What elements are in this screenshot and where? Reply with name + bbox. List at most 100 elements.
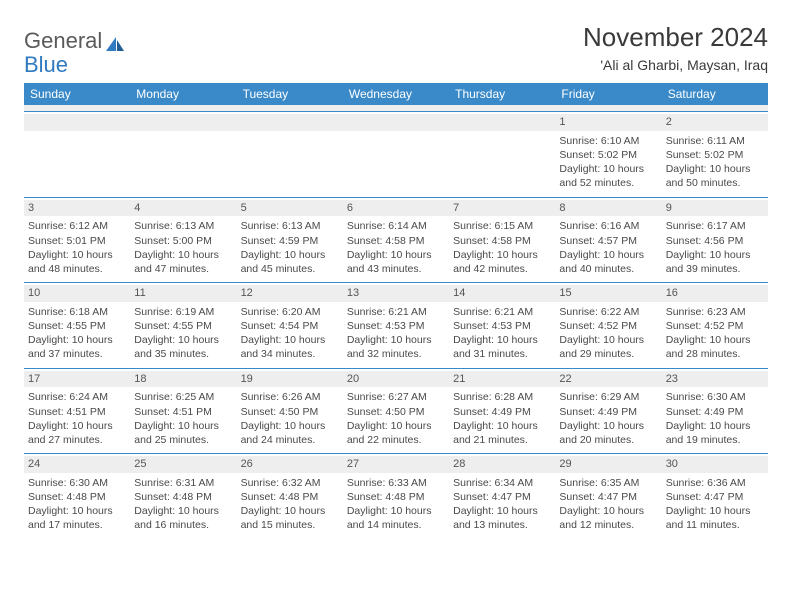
calendar-cell: 23Sunrise: 6:30 AMSunset: 4:49 PMDayligh… [662,369,768,454]
cell-text-line: Daylight: 10 hours [134,248,232,262]
calendar-cell: 9Sunrise: 6:17 AMSunset: 4:56 PMDaylight… [662,198,768,283]
calendar-cell [449,112,555,197]
cell-text-line: Daylight: 10 hours [134,419,232,433]
cell-text-line: Sunrise: 6:16 AM [559,219,657,233]
day-number: 10 [24,285,130,302]
cell-text-line: Sunset: 5:01 PM [28,234,126,248]
cell-text-line: Sunset: 4:47 PM [666,490,764,504]
day-number: 21 [449,371,555,388]
cell-text-line: and 42 minutes. [453,262,551,276]
cell-text-line: Sunset: 5:02 PM [666,148,764,162]
cell-text-line: Sunset: 4:55 PM [28,319,126,333]
day-number: 23 [662,371,768,388]
day-name-header: Friday [555,83,661,105]
cell-text-line: Sunrise: 6:24 AM [28,390,126,404]
calendar-cell: 3Sunrise: 6:12 AMSunset: 5:01 PMDaylight… [24,198,130,283]
calendar-week: 3Sunrise: 6:12 AMSunset: 5:01 PMDaylight… [24,197,768,283]
calendar-cell: 17Sunrise: 6:24 AMSunset: 4:51 PMDayligh… [24,369,130,454]
cell-text-line: Sunset: 4:50 PM [241,405,339,419]
day-number: 16 [662,285,768,302]
calendar-cell: 27Sunrise: 6:33 AMSunset: 4:48 PMDayligh… [343,454,449,539]
calendar-cell: 11Sunrise: 6:19 AMSunset: 4:55 PMDayligh… [130,283,236,368]
day-number: 11 [130,285,236,302]
cell-text-line: and 45 minutes. [241,262,339,276]
cell-text-line: Daylight: 10 hours [241,419,339,433]
cell-text-line: Sunset: 4:50 PM [347,405,445,419]
cell-text-line: and 13 minutes. [453,518,551,532]
cell-text-line: Daylight: 10 hours [559,504,657,518]
cell-text-line: Sunrise: 6:32 AM [241,476,339,490]
calendar-cell: 15Sunrise: 6:22 AMSunset: 4:52 PMDayligh… [555,283,661,368]
cell-text-line: Sunset: 4:52 PM [559,319,657,333]
day-number: 5 [237,200,343,217]
cell-text-line: Sunrise: 6:13 AM [241,219,339,233]
day-number: 2 [662,114,768,131]
title-block: November 2024 'Ali al Gharbi, Maysan, Ir… [583,22,768,73]
cell-text-line: and 40 minutes. [559,262,657,276]
calendar-cell [343,112,449,197]
calendar-cell: 13Sunrise: 6:21 AMSunset: 4:53 PMDayligh… [343,283,449,368]
cell-text-line: Sunset: 4:47 PM [559,490,657,504]
cell-text-line: and 32 minutes. [347,347,445,361]
cell-text-line: Sunset: 4:53 PM [453,319,551,333]
cell-text-line: and 47 minutes. [134,262,232,276]
logo-word-general: General [24,28,102,54]
cell-text-line: Daylight: 10 hours [347,248,445,262]
day-number: 27 [343,456,449,473]
calendar-page: General November 2024 'Ali al Gharbi, Ma… [0,0,792,539]
cell-text-line: and 25 minutes. [134,433,232,447]
cell-text-line: and 16 minutes. [134,518,232,532]
cell-text-line: and 17 minutes. [28,518,126,532]
cell-text-line: Sunrise: 6:17 AM [666,219,764,233]
cell-text-line: Daylight: 10 hours [347,504,445,518]
day-number: 7 [449,200,555,217]
day-name-header: Sunday [24,83,130,105]
day-name-header: Tuesday [237,83,343,105]
cell-text-line: and 22 minutes. [347,433,445,447]
calendar-cell: 28Sunrise: 6:34 AMSunset: 4:47 PMDayligh… [449,454,555,539]
logo-word-blue: Blue [24,52,68,78]
cell-text-line: and 21 minutes. [453,433,551,447]
cell-text-line: Sunset: 4:49 PM [666,405,764,419]
day-number: 12 [237,285,343,302]
cell-text-line: Sunrise: 6:27 AM [347,390,445,404]
cell-text-line: and 50 minutes. [666,176,764,190]
cell-text-line: Daylight: 10 hours [453,248,551,262]
cell-text-line: Sunrise: 6:29 AM [559,390,657,404]
cell-text-line: Daylight: 10 hours [241,248,339,262]
calendar-cell: 18Sunrise: 6:25 AMSunset: 4:51 PMDayligh… [130,369,236,454]
day-name-header: Monday [130,83,236,105]
cell-text-line: and 27 minutes. [28,433,126,447]
calendar-cell: 8Sunrise: 6:16 AMSunset: 4:57 PMDaylight… [555,198,661,283]
day-number: 1 [555,114,661,131]
cell-text-line: Sunset: 4:51 PM [28,405,126,419]
cell-text-line: Sunrise: 6:15 AM [453,219,551,233]
logo-sail-icon [106,33,126,49]
day-number: 4 [130,200,236,217]
month-title: November 2024 [583,22,768,53]
cell-text-line: and 20 minutes. [559,433,657,447]
cell-text-line: Sunrise: 6:19 AM [134,305,232,319]
cell-text-line: Sunrise: 6:21 AM [453,305,551,319]
cell-text-line: Sunrise: 6:28 AM [453,390,551,404]
cell-text-line: Daylight: 10 hours [347,419,445,433]
cell-text-line: Sunrise: 6:34 AM [453,476,551,490]
cell-text-line: and 14 minutes. [347,518,445,532]
cell-text-line: Sunrise: 6:30 AM [666,390,764,404]
cell-text-line: Sunset: 4:54 PM [241,319,339,333]
cell-text-line: Sunrise: 6:10 AM [559,134,657,148]
cell-text-line: Daylight: 10 hours [28,419,126,433]
cell-text-line: Daylight: 10 hours [28,248,126,262]
cell-text-line: and 48 minutes. [28,262,126,276]
calendar-cell: 6Sunrise: 6:14 AMSunset: 4:58 PMDaylight… [343,198,449,283]
day-number [130,114,236,131]
cell-text-line: and 28 minutes. [666,347,764,361]
cell-text-line: Daylight: 10 hours [28,504,126,518]
cell-text-line: Sunset: 4:48 PM [241,490,339,504]
calendar-cell: 4Sunrise: 6:13 AMSunset: 5:00 PMDaylight… [130,198,236,283]
day-number: 3 [24,200,130,217]
calendar-week: 1Sunrise: 6:10 AMSunset: 5:02 PMDaylight… [24,111,768,197]
calendar-cell: 26Sunrise: 6:32 AMSunset: 4:48 PMDayligh… [237,454,343,539]
calendar-cell: 7Sunrise: 6:15 AMSunset: 4:58 PMDaylight… [449,198,555,283]
cell-text-line: Sunrise: 6:11 AM [666,134,764,148]
